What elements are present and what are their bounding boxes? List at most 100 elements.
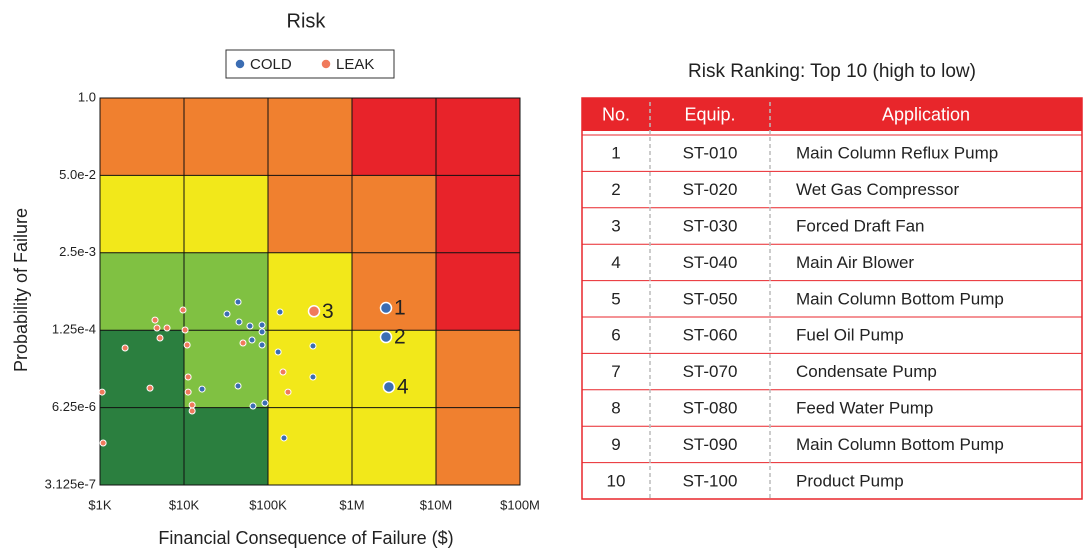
risk-zone	[352, 252, 436, 331]
table-cell: Forced Draft Fan	[796, 216, 925, 235]
data-point	[258, 341, 266, 349]
table-cell: ST-040	[683, 253, 738, 272]
ranked-point	[379, 330, 393, 344]
table-cell: 1	[611, 144, 620, 163]
x-tick-label: $100M	[500, 497, 540, 512]
data-point	[309, 373, 317, 381]
risk-zone	[268, 407, 352, 485]
risk-zone	[268, 98, 352, 176]
table-cell: ST-100	[683, 471, 738, 490]
table-cell: Feed Water Pump	[796, 398, 933, 417]
table-header-cell: Equip.	[684, 104, 735, 124]
chart-title: Risk	[287, 10, 327, 32]
data-point	[234, 298, 242, 306]
table-cell: 4	[611, 253, 620, 272]
ranked-label: 1	[394, 297, 406, 320]
table-cell: 3	[611, 216, 620, 235]
risk-zone	[184, 252, 268, 331]
data-point	[99, 439, 107, 447]
table-cell: Main Air Blower	[796, 253, 914, 272]
risk-zone	[352, 407, 436, 485]
data-point	[235, 318, 243, 326]
data-point	[181, 326, 189, 334]
risk-zone	[100, 252, 184, 331]
data-point	[156, 334, 164, 342]
ranked-point	[307, 305, 321, 318]
data-point	[234, 382, 242, 390]
legend-label: COLD	[250, 56, 292, 73]
legend-label: LEAK	[336, 56, 374, 73]
data-point	[280, 434, 288, 442]
table-cell: 6	[611, 326, 620, 345]
risk-zone	[436, 252, 520, 331]
data-point	[188, 407, 196, 415]
data-point	[239, 339, 247, 347]
risk-zone	[100, 175, 184, 253]
legend-marker	[320, 58, 332, 70]
table-title: Risk Ranking: Top 10 (high to low)	[688, 61, 976, 82]
risk-zone	[352, 175, 436, 253]
data-point	[309, 342, 317, 350]
data-point	[153, 324, 161, 332]
legend-marker	[234, 58, 246, 70]
data-point	[188, 401, 196, 409]
data-point	[274, 348, 282, 356]
table-cell: Main Column Reflux Pump	[796, 144, 998, 163]
table-cell: Fuel Oil Pump	[796, 326, 904, 345]
y-tick-label: 1.25e-4	[52, 322, 96, 337]
x-tick-label: $10K	[169, 497, 200, 512]
table-cell: Wet Gas Compressor	[796, 180, 959, 199]
risk-zone	[352, 98, 436, 176]
data-point	[183, 341, 191, 349]
ranked-label: 3	[322, 300, 334, 323]
table-cell: Main Column Bottom Pump	[796, 289, 1004, 308]
x-tick-label: $1M	[339, 497, 364, 512]
table-cell: 7	[611, 362, 620, 381]
data-point	[279, 368, 287, 376]
risk-zone	[268, 330, 352, 408]
ranked-point	[382, 380, 396, 394]
table-cell: ST-020	[683, 180, 738, 199]
table-cell: 8	[611, 398, 620, 417]
data-point	[258, 321, 266, 329]
data-point	[223, 310, 231, 318]
x-tick-label: $1K	[88, 497, 111, 512]
table-header-cell: Application	[882, 104, 970, 124]
data-point	[258, 328, 266, 336]
risk-zone	[184, 330, 268, 408]
data-point	[198, 385, 206, 393]
table-header	[582, 98, 1082, 131]
data-point	[248, 336, 256, 344]
data-point	[179, 306, 187, 314]
data-point	[261, 399, 269, 407]
risk-zone	[352, 330, 436, 408]
table-cell: ST-080	[683, 398, 738, 417]
y-tick-label: 3.125e-7	[45, 476, 96, 491]
risk-zone	[100, 98, 184, 176]
risk-zone	[184, 175, 268, 253]
risk-zone	[100, 407, 184, 485]
data-point	[276, 308, 284, 316]
data-point	[98, 388, 106, 396]
y-tick-label: 1.0	[78, 89, 96, 104]
x-tick-label: $10M	[420, 497, 453, 512]
risk-zone	[100, 330, 184, 408]
table-cell: 9	[611, 435, 620, 454]
y-tick-label: 6.25e-6	[52, 399, 96, 414]
data-point	[284, 388, 292, 396]
y-tick-label: 2.5e-3	[59, 244, 96, 259]
table-header-cell: No.	[602, 104, 630, 124]
data-point	[163, 324, 171, 332]
table-cell: Main Column Bottom Pump	[796, 435, 1004, 454]
x-tick-label: $100K	[249, 497, 287, 512]
data-point	[121, 344, 129, 352]
risk-zone	[268, 175, 352, 253]
table-cell: ST-070	[683, 362, 738, 381]
y-axis-label: Probability of Failure	[11, 208, 31, 372]
data-point	[249, 402, 257, 410]
table-cell: Condensate Pump	[796, 362, 937, 381]
table-cell: 5	[611, 289, 620, 308]
risk-zone	[436, 98, 520, 176]
data-point	[151, 316, 159, 324]
